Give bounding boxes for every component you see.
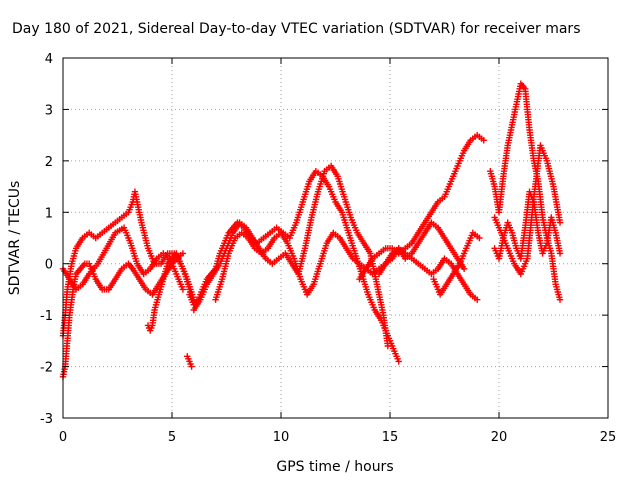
data-point [395, 358, 402, 365]
series-arc-4 [144, 250, 197, 334]
y-tick-label: -1 [40, 309, 53, 324]
x-tick-label: 0 [59, 430, 67, 445]
data-point [556, 250, 564, 257]
x-tick-label: 20 [491, 430, 508, 445]
x-tick-label: 5 [168, 430, 176, 445]
series-arc-7 [190, 162, 392, 350]
series-arc-14 [491, 142, 564, 278]
series-arc-12 [487, 80, 564, 303]
series-arc-3 [59, 188, 197, 339]
data-point [556, 219, 564, 226]
x-tick-label: 25 [600, 430, 617, 445]
data-point [179, 286, 187, 293]
grid-layer [63, 58, 608, 418]
data-point [480, 137, 487, 144]
data-point [188, 363, 195, 370]
series-arc-1 [59, 224, 187, 293]
data-point [474, 296, 481, 303]
y-tick-label: 1 [45, 206, 53, 221]
data-point [476, 234, 483, 242]
data-points [59, 80, 564, 381]
y-tick-label: 0 [45, 258, 53, 273]
series-arc-9 [356, 131, 487, 283]
chart-title: Day 180 of 2021, Sidereal Day-to-day VTE… [12, 21, 580, 37]
x-tick-label: 10 [273, 430, 290, 445]
y-tick-label: 3 [45, 103, 53, 118]
data-point [460, 265, 468, 273]
x-tick-label: 15 [382, 430, 399, 445]
x-axis-title: GPS time / hours [276, 459, 393, 475]
y-tick-label: -2 [40, 361, 53, 376]
series-arc-5 [184, 353, 195, 370]
data-point [556, 296, 564, 303]
y-tick-label: -3 [40, 412, 53, 427]
y-axis-title: SDTVAR / TECUs [7, 181, 23, 296]
y-tick-label: 2 [45, 155, 53, 170]
axes: 0 5 10 15 20 25 -3 -2 -1 0 1 2 3 4 [40, 52, 616, 445]
series-arc-11 [430, 229, 483, 298]
data-point [384, 342, 392, 350]
data-point [179, 250, 187, 257]
plot-frame [62, 57, 609, 419]
y-tick-label: 4 [45, 52, 53, 67]
